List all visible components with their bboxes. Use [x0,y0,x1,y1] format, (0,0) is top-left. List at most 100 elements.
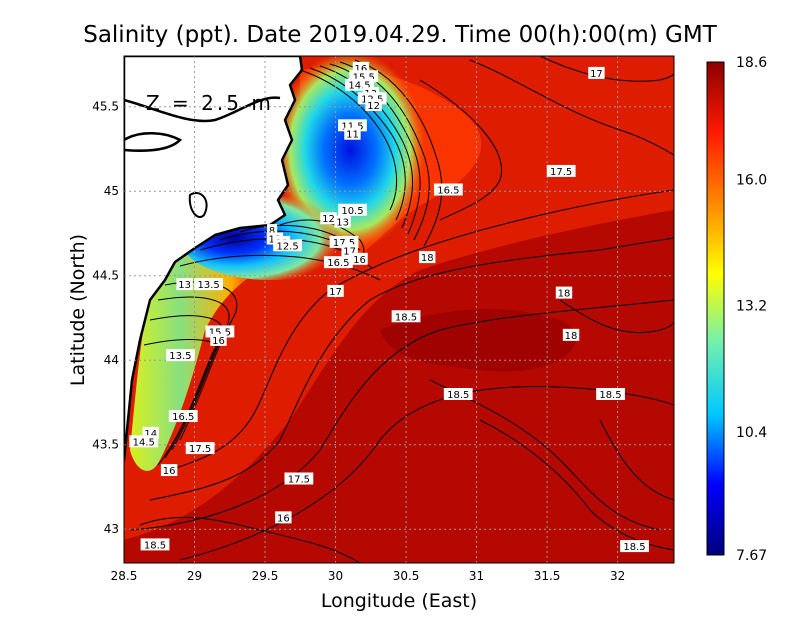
contour-label-bg [129,435,159,448]
contour-line [169,189,674,471]
plot-area: 1615.514.51312.51211.51110.512138111112.… [124,56,674,563]
contour-label-bg [344,127,361,140]
contour-label-text: 16 [163,466,176,477]
contour-label-text: 15.5 [353,72,375,83]
contour-label-bg [546,164,576,177]
contour-label-bg [160,464,178,477]
contour-label-text: 16.5 [437,186,459,197]
contour-line [539,56,674,82]
contour-label-text: 11.5 [341,121,363,132]
contour-line [143,339,217,466]
contour-line [469,59,674,156]
contour-label-text: 13 [336,218,349,229]
contour-line [149,237,674,501]
contour-label-text: 12.5 [276,241,298,252]
contour-label-text: 17 [343,246,356,257]
contour-label: 17.5 [546,164,576,178]
y-tick-label: 44.5 [92,269,119,283]
contour-label-bg [275,511,292,524]
contour-label: 13.5 [194,278,224,291]
contour-label-text: 17 [329,287,342,298]
contour-label-text: 18.5 [623,542,645,553]
contour-label: 18 [419,251,436,264]
contour-label-text: 16 [212,336,225,347]
y-tick-label: 44 [104,353,119,367]
contour-label-text: 14 [144,429,157,440]
contour-labels: 1615.514.51312.51211.51110.512138111112.… [129,61,649,553]
coastline-north [124,96,281,123]
contour-label: 16 [210,333,227,347]
contour-label: 18 [562,328,580,342]
contour-line [129,299,674,531]
contour-label-text: 12 [367,101,380,112]
contour-label-text: 16 [355,64,368,75]
contour-label: 18 [555,286,573,300]
contour-line [599,419,674,501]
contour-label: 18.5 [391,310,421,323]
contour-label: 16 [275,511,292,524]
contour-label-bg [166,349,195,362]
contour-label-text: 16.5 [327,258,349,269]
contour-label-text: 18 [565,331,578,342]
contour-label: 16.5 [168,409,198,423]
y-axis-ticks: 43 43.5 44 44.5 45 45.5 [92,100,119,537]
contour-label: 18.5 [140,538,170,551]
colorbar-tick-label: 10.4 [736,425,767,441]
contour-label-bg [320,212,337,225]
chart-title: Salinity (ppt). Date 2019.04.29. Time 00… [83,22,717,48]
high-salinity-region [124,210,674,563]
contour-label-bg [194,278,224,291]
contour-label-text: 15.5 [209,327,231,338]
contour-line [179,254,381,281]
contour-line [299,69,398,211]
x-axis-ticks: 28.5 29 29.5 30 30.5 31 31.5 32 [111,569,626,583]
contour-label: 18.5 [620,540,649,553]
contour-label-bg [176,278,193,291]
contour-label-bg [391,310,421,323]
x-tick-label: 29 [187,569,202,583]
contour-label-text: 18 [421,253,434,264]
contour-label: 12 [365,99,382,112]
contour-label-text: 17 [590,69,603,80]
contour-label-bg [365,99,382,112]
contour-line [354,59,443,247]
contour-label-bg [338,203,367,216]
x-tick-label: 30 [328,569,343,583]
x-tick-label: 31 [469,569,484,583]
contour-label-text: 14.5 [133,437,155,448]
contour-label: 16.5 [323,256,353,269]
contour-label: 17.5 [185,442,215,455]
contour-label: 13 [176,278,193,291]
contour-label-bg [210,333,227,346]
x-tick-label: 30.5 [393,569,420,583]
contour-label-text: 16 [353,255,366,266]
contour-label-text: 13.5 [169,351,191,362]
contour-label-bg [185,442,215,455]
contour-label: 13.5 [166,349,195,362]
depth-annotation: Z = 2.5 m [146,91,274,115]
x-tick-label: 31.5 [534,569,561,583]
contour-line [179,386,674,561]
contour-label: 16 [160,464,178,477]
contour-label-text: 17.5 [189,444,211,455]
colorbar-tick-label: 7.67 [736,548,767,564]
contour-label-text: 10.5 [341,206,363,217]
max-salinity-core [380,309,576,372]
contour-label-text: 18 [558,289,571,300]
contour-label-bg [351,252,368,265]
contour-label-text: 18.5 [599,390,621,401]
contour-label-bg [323,256,353,269]
contour-label: 11 [344,127,361,141]
contour-label-bg [273,239,302,252]
contour-label-bg [334,215,351,228]
lake-outline [124,132,183,152]
x-axis-label: Longitude (East) [321,590,477,612]
contour-label-text: 18.5 [144,540,166,551]
contour-label-bg [266,224,278,237]
contour-label-bg [588,66,605,79]
contour-label: 10.5 [338,203,367,217]
contour-label: 17.5 [284,472,314,486]
contour-label-bg [555,286,573,299]
colorbar-ticks: 18.6 16.0 13.2 10.4 7.67 [736,55,767,564]
contour-label-text: 14.5 [348,81,370,92]
